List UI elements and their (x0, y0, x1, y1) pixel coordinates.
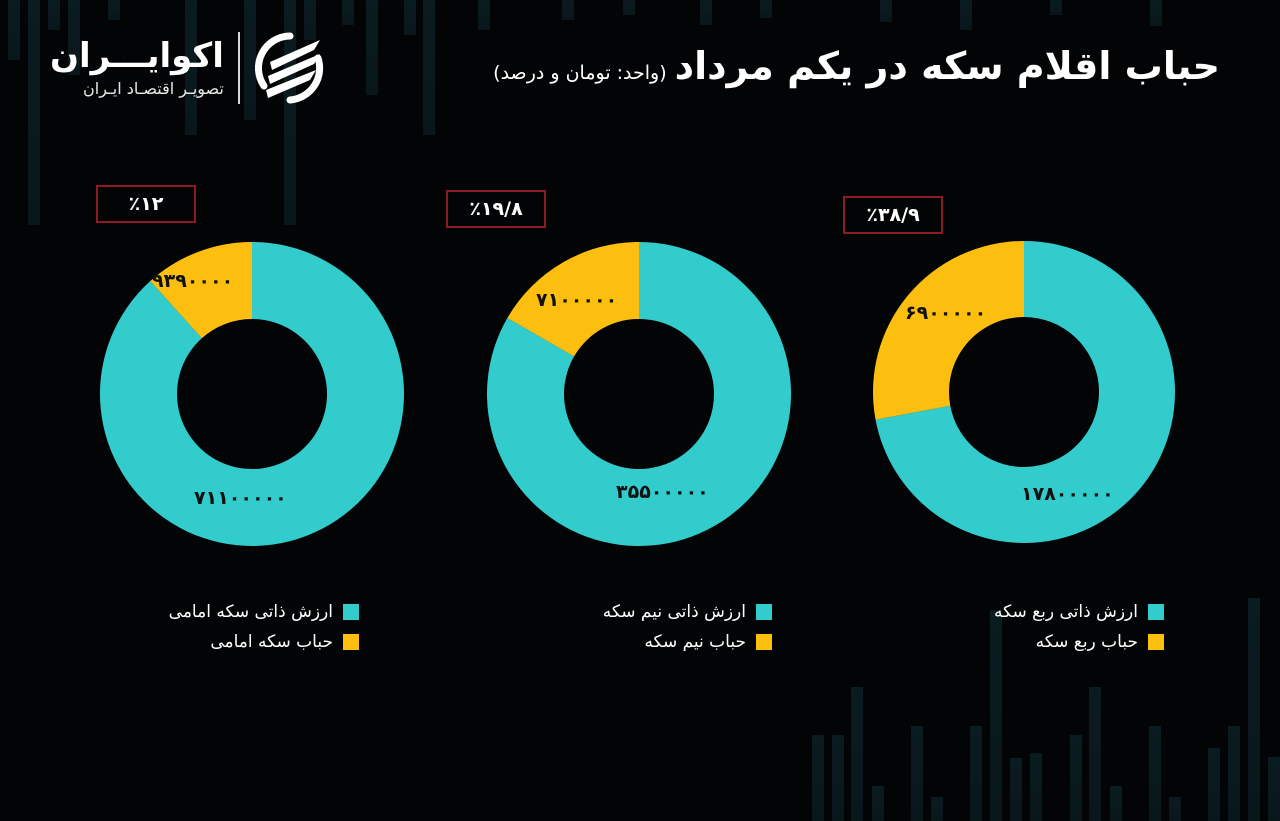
legend-label: ارزش ذاتی ربع سکه (993, 602, 1138, 622)
legend-item-bubble: حباب ربع سکه (994, 627, 1164, 657)
ecoiran-swoosh-icon (254, 32, 323, 104)
intrinsic-swatch (756, 604, 772, 620)
intrinsic-value-label: ۱۷۸۰۰۰۰۰ (1021, 483, 1114, 505)
legend-label: حباب ربع سکه (1035, 632, 1138, 652)
legend-item-bubble: حباب نیم سکه (603, 627, 772, 657)
legend-item-intrinsic: ارزش ذاتی سکه امامی (169, 597, 359, 627)
intrinsic-value-label: ۳۵۵۰۰۰۰۰ (616, 481, 709, 503)
legend-label: ارزش ذاتی نیم سکه (602, 602, 746, 622)
bubble-swatch (343, 634, 359, 650)
donut-chart-rob (873, 241, 1175, 543)
legend-emami: ارزش ذاتی سکه امامی حباب سکه امامی (169, 597, 359, 657)
chart-title: حباب اقلام سکه در یکم مرداد (واحد: تومان… (493, 44, 1220, 88)
title-unit: (واحد: تومان و درصد) (493, 62, 667, 84)
legend-label: ارزش ذاتی سکه امامی (168, 602, 333, 622)
intrinsic-slice (487, 242, 791, 546)
logo-divider (237, 32, 240, 104)
legend-item-bubble: حباب سکه امامی (169, 627, 359, 657)
intrinsic-slice (99, 242, 404, 546)
bubble-value-label: ۹۳۹۰۰۰۰ (152, 270, 234, 292)
intrinsic-value-label: ۷۱۱۰۰۰۰۰ (194, 487, 287, 509)
bubble-value-label: ۶۹۰۰۰۰۰ (905, 302, 987, 324)
bubble-slice (873, 241, 1024, 420)
bubble-swatch (1148, 634, 1164, 650)
bubble-percent-value: ٪۳۸/۹ (866, 204, 920, 226)
logo-name: اکوایـــران (50, 35, 224, 76)
logo-tagline: تصویـر اقتصـاد ایـران (83, 78, 224, 98)
legend-label: حباب نیم سکه (644, 632, 746, 652)
donut-chart-emami (99, 242, 404, 546)
bubble-percent-value: ٪۱۲ (128, 193, 164, 215)
intrinsic-swatch (343, 604, 359, 620)
bubble-value-label: ۷۱۰۰۰۰۰ (536, 289, 618, 311)
title-main: حباب اقلام سکه در یکم مرداد (674, 44, 1220, 88)
bubble-percent-box-nim: ٪۱۹/۸ (446, 190, 546, 228)
legend-nim: ارزش ذاتی نیم سکه حباب نیم سکه (603, 597, 772, 657)
bubble-slice (507, 242, 639, 357)
legend-label: حباب سکه امامی (210, 632, 333, 652)
bubble-slice (150, 242, 252, 339)
donut-chart-nim (487, 242, 791, 546)
legend-item-intrinsic: ارزش ذاتی نیم سکه (603, 597, 772, 627)
logo-text: اکوایـــران تصویـر اقتصـاد ایـران (50, 39, 224, 98)
bubble-percent-box-emami: ٪۱۲ (96, 185, 196, 223)
bubble-percent-box-rob: ٪۳۸/۹ (843, 196, 943, 234)
intrinsic-swatch (1148, 604, 1164, 620)
brand-logo: اکوایـــران تصویـر اقتصـاد ایـران (50, 32, 326, 104)
legend-item-intrinsic: ارزش ذاتی ربع سکه (994, 597, 1164, 627)
legend-rob: ارزش ذاتی ربع سکه حباب ربع سکه (994, 597, 1164, 657)
bubble-swatch (756, 634, 772, 650)
bubble-percent-value: ٪۱۹/۸ (469, 198, 523, 220)
intrinsic-slice (875, 241, 1175, 543)
